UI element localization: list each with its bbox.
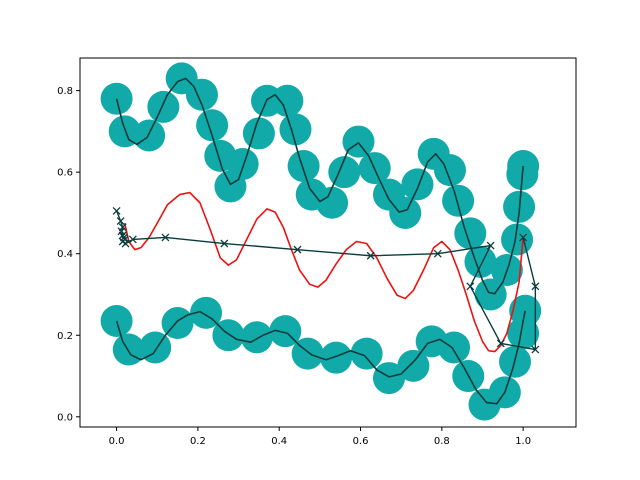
y-tick-label: 0.2 bbox=[57, 331, 73, 342]
series-4-marker-10 bbox=[128, 235, 137, 244]
x-tick-label: 1.0 bbox=[515, 436, 531, 447]
series-2-point-1 bbox=[100, 304, 133, 337]
axes-frame bbox=[79, 57, 577, 428]
series-1-point-10 bbox=[226, 148, 259, 181]
series-4-marker-14 bbox=[366, 251, 375, 260]
series-1-point-15 bbox=[287, 150, 320, 183]
x-tick-label: 0.6 bbox=[353, 436, 369, 447]
series-2-point-7 bbox=[240, 321, 273, 354]
x-tick-label: 0.0 bbox=[109, 436, 125, 447]
series-2-line bbox=[115, 310, 526, 405]
series-4-marker-16 bbox=[486, 241, 495, 250]
y-tick-label: 0.8 bbox=[57, 86, 73, 97]
series-1-point-17 bbox=[316, 186, 349, 219]
x-tick-label: 0.8 bbox=[434, 436, 450, 447]
series-1-point-3 bbox=[133, 119, 166, 152]
series-1-point-29 bbox=[474, 278, 507, 311]
series-2-point-10 bbox=[320, 341, 353, 374]
series-1-point-14 bbox=[279, 113, 312, 146]
y-tick-label: 0.0 bbox=[57, 412, 73, 423]
series-4-marker-9 bbox=[121, 239, 130, 248]
series-2-point-12 bbox=[372, 362, 405, 395]
axes: 0.0 0.2 0.4 0.6 0.8 1.0 0.0 0.2 0.4 0.6 0.8 bbox=[57, 57, 577, 447]
series-4-marker-17 bbox=[466, 282, 475, 291]
series-2-point-15 bbox=[438, 331, 471, 364]
series-1-point-22 bbox=[389, 196, 422, 229]
series-2-point-13 bbox=[397, 349, 430, 382]
series-4-marker-15 bbox=[433, 249, 442, 258]
series-1-point-34 bbox=[507, 150, 540, 183]
series-4-marker-12 bbox=[220, 239, 229, 248]
series-1-point-23 bbox=[401, 168, 434, 201]
series-4-marker-2 bbox=[116, 217, 125, 226]
series-1-point-7 bbox=[196, 109, 229, 142]
series-4-marker-13 bbox=[293, 245, 302, 254]
y-tick-label: 0.4 bbox=[57, 249, 73, 260]
series-3-line bbox=[123, 191, 524, 353]
series-1-point-4 bbox=[147, 90, 180, 123]
series-3 bbox=[123, 191, 524, 353]
series-1-point-11 bbox=[242, 117, 275, 150]
x-tick-label: 0.2 bbox=[190, 436, 206, 447]
x-tick-label: 0.4 bbox=[271, 436, 287, 447]
series-4-marker-21 bbox=[519, 233, 528, 242]
y-tick-label: 0.6 bbox=[57, 168, 73, 179]
plot-area bbox=[100, 62, 542, 421]
series-1-point-27 bbox=[454, 217, 487, 250]
series-4-marker-20 bbox=[531, 282, 540, 291]
series-4 bbox=[112, 206, 540, 354]
series-1 bbox=[100, 62, 540, 311]
series-4-marker-11 bbox=[161, 233, 170, 242]
series-2 bbox=[100, 294, 542, 421]
series-1-point-2 bbox=[108, 115, 141, 148]
series-4-marker-19 bbox=[531, 345, 540, 354]
series-4-marker-18 bbox=[496, 339, 505, 348]
series-1-point-19 bbox=[342, 125, 375, 158]
series-2-point-11 bbox=[350, 337, 383, 370]
series-1-point-13 bbox=[271, 84, 304, 117]
series-4-marker-1 bbox=[112, 206, 121, 215]
series-1-point-26 bbox=[442, 184, 475, 217]
series-1-line bbox=[115, 77, 524, 295]
series-2-point-21 bbox=[509, 294, 542, 327]
